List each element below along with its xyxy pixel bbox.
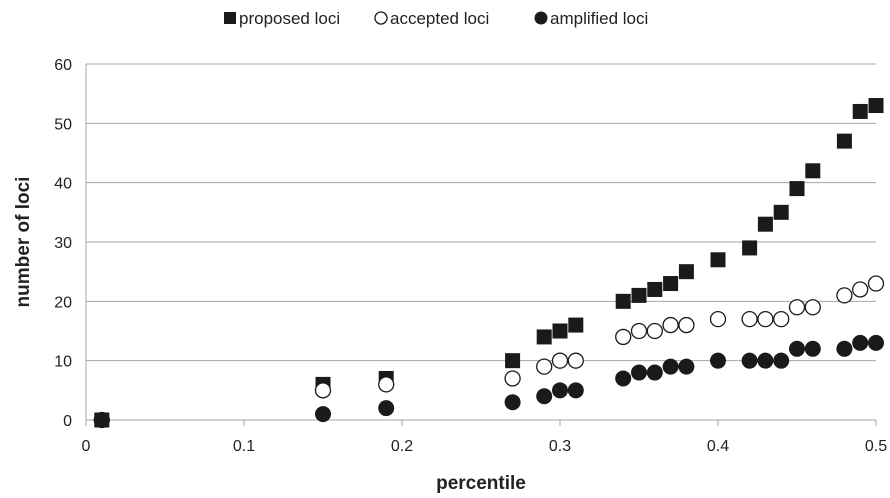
x-tick-label: 0.2 <box>391 438 413 455</box>
data-point <box>615 293 631 309</box>
data-point <box>504 394 521 411</box>
data-point <box>867 275 885 292</box>
data-point <box>804 299 821 316</box>
x-axis-title: percentile <box>436 473 526 494</box>
y-tick-label: 50 <box>54 116 72 133</box>
data-points <box>93 98 885 429</box>
data-point <box>773 352 790 369</box>
data-point <box>505 353 521 369</box>
data-point <box>647 281 663 297</box>
data-point <box>852 281 869 298</box>
y-tick-labels: 0 10 20 30 40 50 60 <box>54 57 72 430</box>
data-point <box>710 352 726 369</box>
y-tick-label: 0 <box>63 413 72 430</box>
data-point <box>789 181 805 197</box>
data-point <box>678 264 694 280</box>
legend-marker <box>224 12 236 24</box>
axes <box>85 64 877 426</box>
y-axis-title: number of loci <box>13 177 34 308</box>
data-point <box>663 276 679 292</box>
legend-marker <box>534 11 548 25</box>
data-point <box>710 252 726 268</box>
data-point <box>836 133 852 149</box>
data-point <box>646 364 663 381</box>
data-point <box>504 370 521 387</box>
legend-marker <box>374 11 388 25</box>
data-point <box>773 310 790 328</box>
y-tick-label: 10 <box>54 354 72 371</box>
gridlines <box>86 63 876 421</box>
data-point <box>536 388 553 405</box>
data-point <box>93 412 110 428</box>
data-point <box>709 310 727 328</box>
data-point <box>773 204 789 220</box>
data-point <box>631 364 647 381</box>
legend-label: proposed loci <box>239 9 340 28</box>
data-point <box>868 98 884 114</box>
data-point <box>315 406 331 423</box>
y-tick-label: 60 <box>54 57 72 74</box>
data-point <box>662 316 679 334</box>
x-tick-label: 0.4 <box>707 438 729 455</box>
series-proposed-loci <box>94 98 884 428</box>
series-amplified-loci <box>93 334 884 428</box>
x-tick-label: 0.5 <box>865 438 887 455</box>
y-tick-label: 20 <box>54 294 72 311</box>
data-point <box>615 328 632 346</box>
data-point <box>551 352 569 369</box>
data-point <box>788 299 806 316</box>
data-point <box>662 358 679 375</box>
y-tick-label: 40 <box>54 176 72 193</box>
data-point <box>741 352 758 369</box>
data-point <box>630 322 648 340</box>
data-point <box>804 340 821 357</box>
data-point <box>631 287 647 303</box>
data-point <box>868 334 884 351</box>
data-point <box>615 370 632 387</box>
legend-label: accepted loci <box>390 9 489 28</box>
data-point <box>742 240 758 256</box>
data-point <box>678 316 695 334</box>
data-point <box>741 310 758 328</box>
data-point <box>568 317 584 333</box>
y-tick-label: 30 <box>54 235 72 252</box>
data-point <box>378 400 395 417</box>
legend: proposed loci accepted loci amplified loci <box>224 9 648 28</box>
x-tick-label: 0 <box>82 438 91 455</box>
data-point <box>552 323 568 339</box>
data-point <box>536 329 552 345</box>
data-point <box>836 340 853 357</box>
data-point <box>567 352 584 369</box>
data-point <box>836 287 853 304</box>
data-point <box>678 358 695 375</box>
x-tick-label: 0.3 <box>549 438 571 455</box>
data-point <box>757 310 774 328</box>
x-tick-label: 0.1 <box>233 438 255 455</box>
data-point <box>805 163 821 179</box>
data-point <box>757 216 773 232</box>
series-accepted-loci <box>93 275 885 429</box>
data-point <box>789 340 805 357</box>
data-point <box>536 358 553 375</box>
data-point <box>852 334 869 351</box>
data-point <box>378 376 395 393</box>
legend-item: accepted loci <box>374 9 489 28</box>
x-tick-labels: 0 0.1 0.2 0.3 0.4 0.5 <box>82 438 888 455</box>
data-point <box>646 322 663 340</box>
legend-label: amplified loci <box>550 9 648 28</box>
data-point <box>757 352 774 369</box>
data-point <box>314 382 332 399</box>
data-point <box>852 103 868 119</box>
data-point <box>552 382 568 399</box>
legend-item: amplified loci <box>534 9 648 28</box>
legend-item: proposed loci <box>224 9 340 28</box>
data-point <box>567 382 584 399</box>
